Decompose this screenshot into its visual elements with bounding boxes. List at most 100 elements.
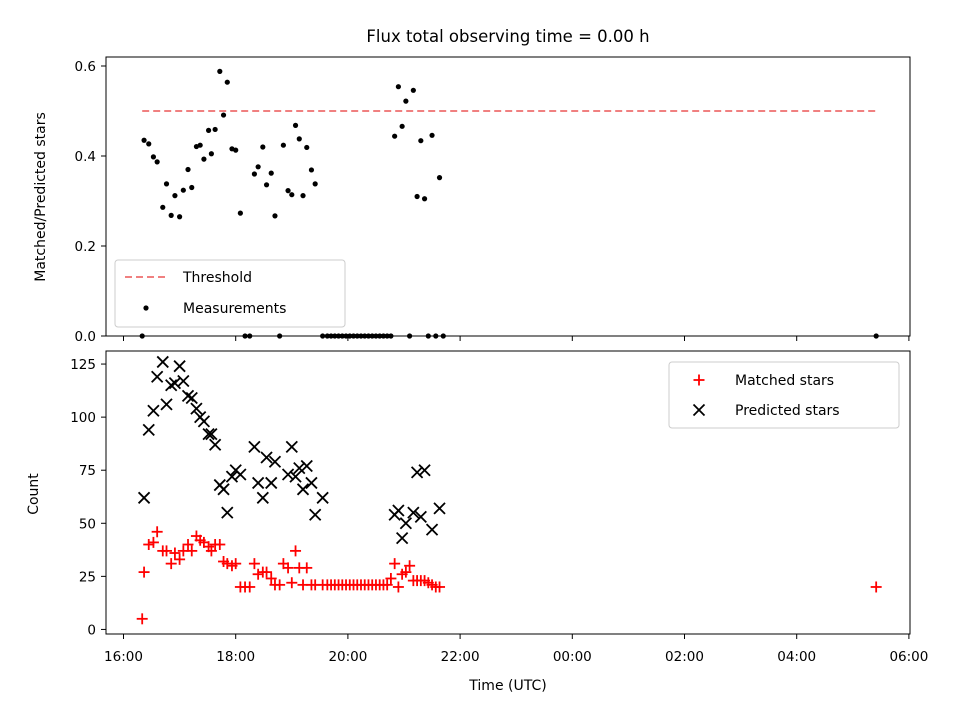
measurement-point	[224, 79, 230, 85]
predicted-star-point	[281, 468, 295, 481]
measurements-legend-swatch	[143, 305, 149, 311]
predicted-star-point	[305, 476, 318, 490]
predicted-legend-label: Predicted stars	[735, 403, 840, 419]
matched-legend-marker	[693, 374, 705, 386]
measurement-point	[233, 147, 239, 153]
measurement-point	[304, 144, 310, 151]
matched-star-point	[143, 539, 155, 551]
top-y-axis-label: Matched/Predicted stars	[33, 112, 49, 282]
predicted-stars-points	[137, 355, 446, 545]
matched-star-point	[301, 562, 313, 574]
measurement-point	[150, 154, 157, 160]
measurement-point	[268, 170, 274, 176]
bottom-ytick-label: 25	[79, 569, 96, 585]
predicted-star-point	[289, 470, 302, 483]
predicted-star-point	[300, 459, 313, 473]
measurement-point	[172, 193, 178, 199]
matched-star-point	[385, 572, 397, 584]
matched-star-point	[230, 558, 242, 570]
top-y-ticks: 0.0 0.2 0.4 0.6	[75, 59, 106, 345]
measurement-point	[154, 159, 160, 165]
predicted-star-point	[147, 404, 160, 417]
predicted-star-point	[265, 476, 278, 490]
measurement-point	[255, 164, 261, 170]
measurement-point	[212, 126, 218, 133]
bottom-xtick-label: 04:00	[777, 649, 816, 665]
predicted-star-point	[395, 532, 409, 545]
matched-star-point	[274, 579, 286, 591]
matched-star-point	[244, 581, 256, 593]
bottom-x-ticks: 16:00 18:00 20:00 22:00 00:00 02:00 04:00 06:00	[104, 634, 928, 665]
measurement-point	[285, 188, 291, 194]
matched-star-point	[400, 566, 412, 578]
measurement-point	[436, 175, 443, 181]
predicted-star-point	[433, 502, 446, 515]
predicted-star-point	[248, 440, 261, 453]
measurement-point	[395, 84, 401, 90]
predicted-star-point	[190, 402, 203, 415]
bottom-xtick-label: 22:00	[441, 649, 480, 665]
matched-star-point	[282, 562, 294, 574]
bottom-x-axis-label: Time (UTC)	[468, 678, 546, 694]
measurement-point	[418, 138, 424, 144]
measurement-point	[312, 181, 318, 187]
bottom-panel: Count Time (UTC) 0 25 50 75 100 125 16:00 18:0…	[26, 350, 928, 694]
predicted-legend-swatch	[692, 403, 706, 417]
measurement-point	[429, 132, 435, 138]
matched-star-point	[161, 545, 173, 557]
bottom-ytick-label: 0	[87, 622, 96, 638]
matched-legend-swatch	[693, 374, 705, 386]
top-panel: Matched/Predicted stars 0.0 0.2 0.4 0.6 Thr…	[33, 56, 911, 345]
predicted-star-point	[156, 355, 169, 369]
bottom-xtick-label: 20:00	[328, 649, 367, 665]
measurement-point	[237, 210, 243, 216]
measurement-point	[260, 144, 266, 150]
matched-star-point	[248, 558, 260, 570]
predicted-star-point	[399, 517, 413, 530]
predicted-star-point	[234, 468, 247, 481]
bottom-xtick-label: 18:00	[216, 649, 255, 665]
matched-star-point	[252, 568, 264, 580]
measurement-point	[392, 133, 398, 139]
predicted-star-point	[309, 508, 322, 521]
measurement-point	[410, 87, 416, 93]
bottom-ytick-label: 100	[70, 410, 96, 426]
bottom-y-ticks: 0 25 50 75 100 125	[70, 357, 106, 638]
predicted-star-point	[410, 466, 424, 479]
matched-star-point	[389, 558, 401, 570]
measurement-point	[168, 212, 174, 218]
measurement-point	[292, 122, 299, 128]
measurement-point	[272, 213, 278, 219]
measurement-point	[163, 181, 170, 187]
top-ytick-label: 0.4	[75, 149, 96, 165]
matched-star-point	[138, 566, 150, 578]
matched-star-point	[165, 558, 177, 570]
predicted-star-point	[177, 374, 190, 388]
measurement-point	[421, 196, 428, 202]
predicted-star-point	[392, 504, 405, 517]
predicted-star-point	[208, 438, 222, 451]
matched-star-point	[265, 572, 277, 584]
measurement-point	[308, 167, 315, 173]
measurement-point	[160, 204, 166, 210]
measurement-point	[208, 151, 214, 157]
measurement-point	[300, 193, 306, 199]
measurement-point	[177, 214, 183, 220]
matched-star-point	[392, 581, 404, 593]
measurement-point	[280, 142, 286, 148]
measurement-point	[217, 68, 223, 74]
matched-star-point	[214, 539, 226, 551]
measurement-point	[414, 193, 420, 200]
bottom-plot-frame	[105, 350, 911, 635]
predicted-star-point	[414, 510, 427, 524]
predicted-star-point	[293, 461, 306, 475]
predicted-star-point	[221, 506, 234, 519]
top-plot-frame	[105, 56, 911, 337]
top-ytick-label: 0.6	[75, 59, 96, 75]
predicted-star-point	[285, 440, 298, 453]
predicted-star-point	[296, 483, 310, 496]
matched-star-point	[182, 539, 194, 551]
predicted-star-point	[316, 491, 329, 504]
measurement-point	[289, 192, 295, 198]
